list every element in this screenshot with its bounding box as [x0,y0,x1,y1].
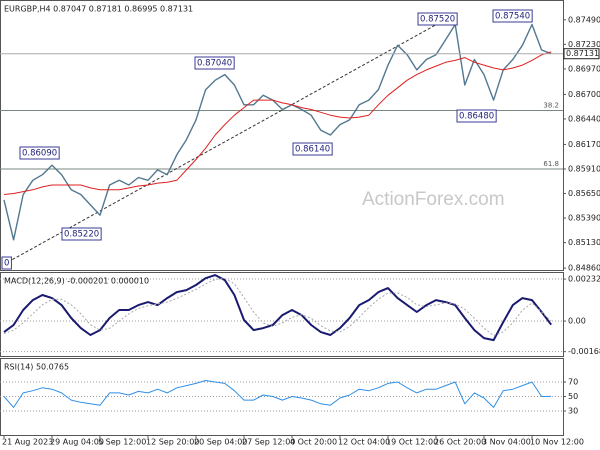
y-tick-label: 0.85390 [568,214,600,223]
panel-frame [0,0,564,271]
series-line [3,274,552,342]
x-tick-label: 21 Aug 2023 [2,438,53,447]
y-tick-label: 0.85650 [568,189,600,198]
x-tick-label: 27 Sep 12:00 [242,438,295,447]
panel-frame [0,272,564,357]
x-tick-label: 29 Aug 04:00 [50,438,104,447]
y-tick-label: 0.86170 [568,140,600,149]
trend-line [7,16,451,263]
watermark: ActionForex.com [362,189,505,210]
fib-label: 61.8 [543,160,559,168]
series-line [3,278,552,336]
annotation: 0.87040 [197,59,232,69]
y-tick-label: 0.86700 [568,90,600,99]
fib-label: 38.2 [543,101,559,109]
x-tick-label: 20 Sep 04:00 [194,438,247,447]
y-tick-label: 0.86440 [568,114,600,123]
y-tick-label: 0.00 [568,317,586,326]
y-tick-label: 30 [568,407,578,416]
x-tick-label: 4 Oct 20:00 [290,438,337,447]
annotation-box [19,146,60,160]
annotation: 0.87520 [420,15,455,25]
annotation: 0.86140 [295,145,330,155]
y-tick-label: -0.001689 [568,347,600,356]
y-tick-label: 0.85130 [568,238,600,247]
annotation: 0.87540 [495,12,530,22]
annotation: 0.86090 [22,149,57,159]
x-tick-label: 10 Nov 12:00 [530,438,584,447]
annotation-box [194,56,235,70]
y-tick-label: 0.84860 [568,264,600,273]
x-tick-label: 26 Oct 20:00 [434,438,486,447]
y-tick-label: 0.87230 [568,40,600,49]
y-tick-label: 0.87490 [568,15,600,24]
annotation-box [292,142,333,156]
y-tick-label: 70 [568,377,578,386]
y-tick-label: 0.86970 [568,64,600,73]
series-line [3,51,552,195]
panel-title: EURGBP,H4 0.87047 0.87181 0.86995 0.8713… [4,5,193,14]
x-tick-label: 12 Sep 20:00 [146,438,199,447]
x-tick-label: 19 Oct 12:00 [386,438,438,447]
y-tick-label: 50 [568,392,578,401]
x-tick-label: 12 Oct 04:00 [338,438,390,447]
series-line [3,23,552,241]
panel-title: RSI(14) 50.0765 [4,363,69,372]
annotation-box [417,12,458,26]
price-box [563,48,600,60]
annotation: 0.85220 [64,230,99,240]
annotation-box [492,9,533,23]
panel-title: MACD(12,26,9) -0.000201 0.000010 [4,277,149,286]
y-tick-label: 0.00232 [568,275,600,284]
annotation: 0 [4,259,9,269]
annotation-box [456,109,497,123]
annotation-box [1,256,12,270]
y-tick-label: 0.85910 [568,164,600,173]
series-line [3,380,552,408]
price-label: 0.87131 [566,49,599,58]
x-tick-label: 3 Nov 04:00 [482,438,531,447]
annotation-box [61,227,102,241]
x-tick-label: 5 Sep 12:00 [98,438,146,447]
annotation: 0.86480 [459,112,494,122]
